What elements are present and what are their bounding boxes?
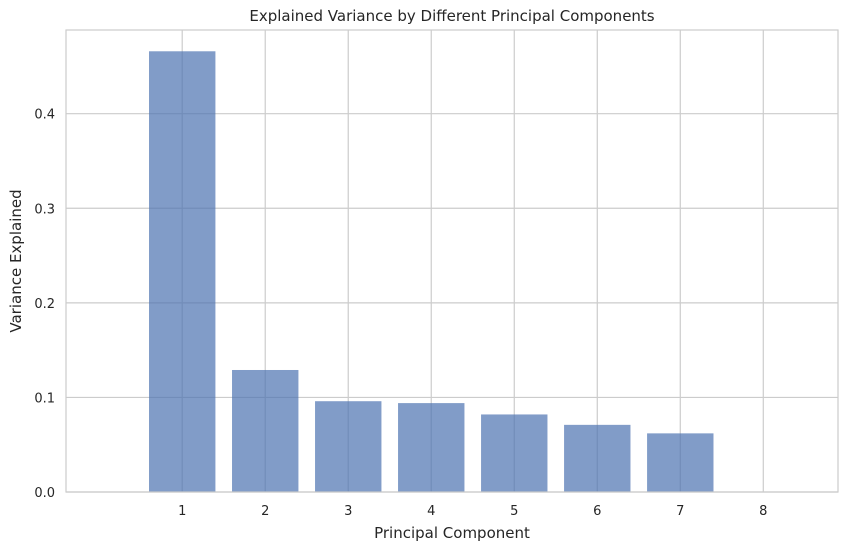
x-axis-label: Principal Component (374, 524, 530, 542)
y-tick-label: 0.4 (34, 108, 55, 123)
x-tick-label: 3 (344, 504, 352, 519)
y-tick-label: 0.1 (34, 391, 55, 406)
x-tick-label: 7 (676, 504, 684, 519)
bar-pc-5 (481, 414, 548, 492)
x-tick-label: 5 (510, 504, 518, 519)
bars-layer (149, 51, 714, 493)
y-tick-label: 0.0 (34, 486, 55, 501)
bar-pc-6 (564, 424, 631, 492)
y-tick-label: 0.3 (34, 202, 55, 217)
bar-pc-3 (315, 401, 382, 492)
tick-labels: 1 2 3 4 5 6 7 8 0.0 0.1 0.2 0.3 0.4 (34, 108, 767, 519)
y-axis-label: Variance Explained (7, 189, 25, 332)
chart-title: Explained Variance by Different Principa… (249, 7, 654, 25)
x-tick-label: 8 (759, 504, 767, 519)
y-tick-label: 0.2 (34, 297, 55, 312)
bar-pc-4 (398, 403, 465, 492)
x-tick-label: 2 (261, 504, 269, 519)
axes-frame (65, 29, 839, 493)
bar-pc-2 (232, 369, 299, 492)
x-tick-label: 6 (593, 504, 601, 519)
x-tick-label: 4 (427, 504, 435, 519)
bar-pc-7 (647, 433, 714, 492)
bar-pc-1 (149, 51, 216, 493)
x-tick-label: 1 (178, 504, 186, 519)
